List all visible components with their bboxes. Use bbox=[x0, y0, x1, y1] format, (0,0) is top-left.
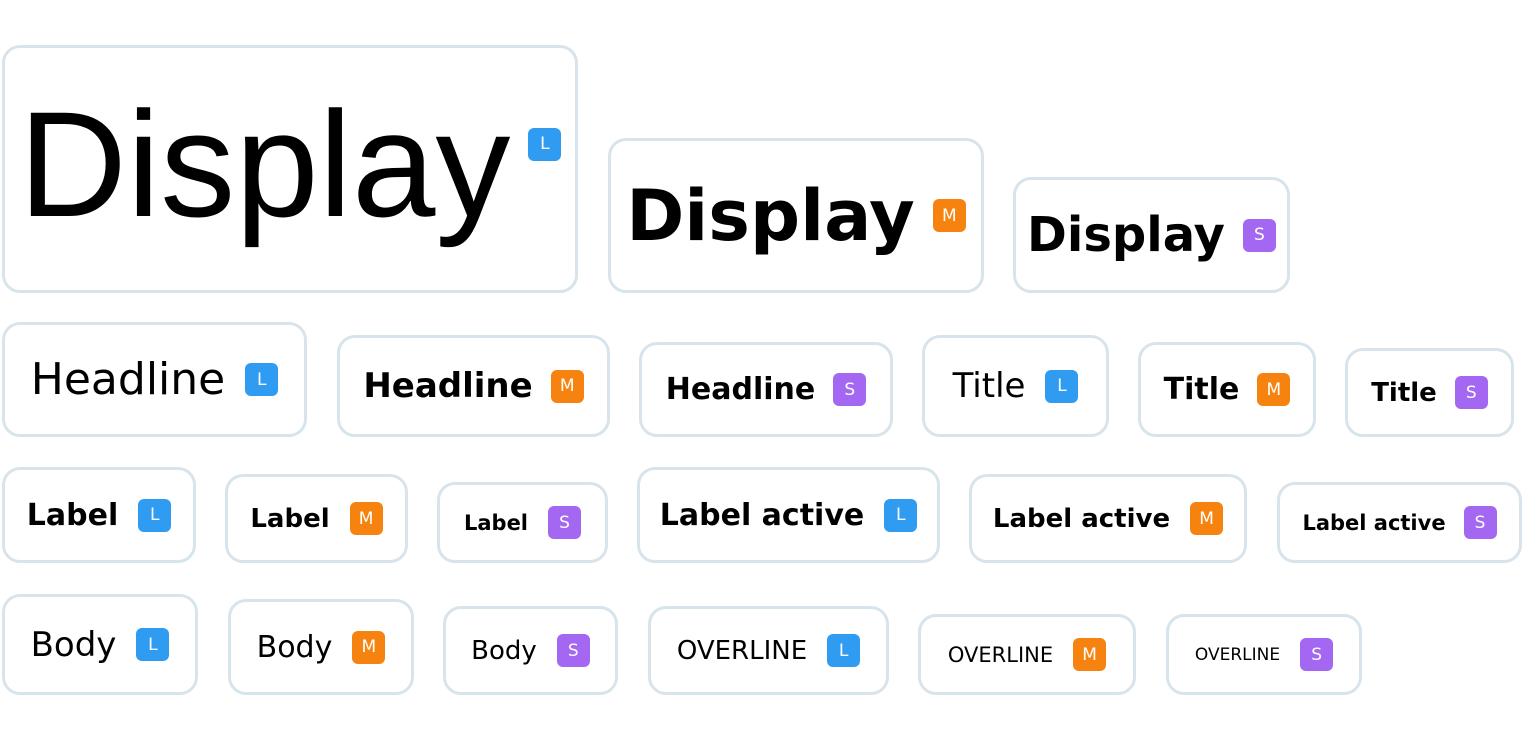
size-badge: L bbox=[1045, 369, 1079, 403]
size-badge: S bbox=[1300, 638, 1334, 671]
chip-label: Display bbox=[1027, 207, 1225, 263]
chip-label: Title bbox=[1371, 377, 1437, 408]
chip-label: Headline bbox=[363, 366, 533, 406]
chip-label: Label bbox=[250, 503, 330, 534]
type-chip: Title L bbox=[922, 335, 1109, 437]
chip-label: Title bbox=[952, 366, 1026, 406]
chip-label: Label active bbox=[992, 503, 1171, 534]
size-badge: M bbox=[1190, 502, 1224, 535]
size-badge: S bbox=[548, 506, 582, 539]
type-chip: Title M bbox=[1138, 342, 1316, 437]
type-chip: Headline S bbox=[639, 342, 893, 437]
chip-label: Body bbox=[256, 629, 333, 665]
chip-label: OVERLINE bbox=[676, 635, 808, 666]
size-badge: M bbox=[932, 199, 966, 232]
type-chip: Label M bbox=[225, 474, 408, 563]
chip-label: Headline bbox=[665, 372, 816, 407]
size-badge: S bbox=[833, 373, 867, 406]
type-chip: OVERLINE S bbox=[1166, 614, 1362, 695]
chip-label: Label active bbox=[659, 497, 865, 533]
type-chip: Label L bbox=[2, 467, 196, 563]
chip-label: Body bbox=[30, 624, 117, 665]
type-chip: Body M bbox=[228, 599, 414, 695]
type-chip: Display L bbox=[2, 45, 578, 293]
chip-label: Body bbox=[471, 635, 537, 666]
size-badge: S bbox=[556, 634, 590, 667]
type-chip: Label active S bbox=[1277, 482, 1522, 563]
chip-label: Label bbox=[26, 497, 119, 533]
size-badge: L bbox=[827, 634, 861, 667]
chip-label: OVERLINE bbox=[1194, 644, 1281, 665]
type-chip: Body L bbox=[2, 594, 198, 695]
chip-label: Display bbox=[18, 79, 511, 248]
type-chip: OVERLINE M bbox=[918, 614, 1136, 695]
size-badge: S bbox=[1454, 376, 1488, 409]
chip-label: Label active bbox=[1302, 510, 1446, 535]
size-badge: M bbox=[550, 369, 584, 403]
type-chip: Label active M bbox=[969, 474, 1247, 563]
size-badge: M bbox=[349, 502, 383, 535]
size-badge: M bbox=[1073, 638, 1107, 671]
type-chip: Headline M bbox=[337, 335, 610, 437]
chip-label: Display bbox=[626, 174, 915, 257]
size-badge: S bbox=[1242, 218, 1276, 252]
chip-label: Title bbox=[1163, 372, 1240, 407]
type-chip: Body S bbox=[443, 606, 618, 695]
chip-label: Label bbox=[463, 510, 529, 535]
size-badge: L bbox=[138, 498, 172, 532]
type-chip: Label active L bbox=[637, 467, 940, 563]
size-badge: L bbox=[136, 628, 170, 661]
type-chip: OVERLINE L bbox=[648, 606, 889, 695]
size-badge: M bbox=[1257, 373, 1291, 406]
size-badge: S bbox=[1463, 506, 1497, 539]
type-chip: Label S bbox=[437, 482, 608, 563]
type-chip: Headline L bbox=[2, 322, 307, 437]
type-chip: Display S bbox=[1013, 177, 1290, 293]
size-badge: L bbox=[245, 363, 279, 396]
chip-label: Headline bbox=[30, 354, 226, 405]
type-chip: Title S bbox=[1345, 348, 1514, 437]
chip-label: OVERLINE bbox=[947, 642, 1054, 667]
size-badge: L bbox=[528, 127, 562, 161]
size-badge: L bbox=[884, 498, 918, 532]
type-chip: Display M bbox=[608, 138, 984, 293]
size-badge: M bbox=[352, 630, 386, 664]
